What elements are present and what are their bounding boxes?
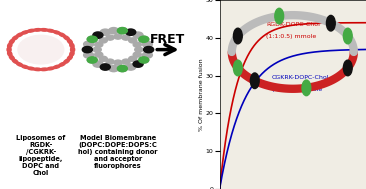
Ellipse shape bbox=[53, 65, 60, 68]
Circle shape bbox=[106, 59, 114, 64]
Circle shape bbox=[133, 61, 143, 67]
Circle shape bbox=[139, 36, 149, 42]
Circle shape bbox=[18, 35, 64, 64]
Text: (1:1:0.5) mmole: (1:1:0.5) mmole bbox=[266, 34, 316, 39]
Circle shape bbox=[133, 52, 141, 57]
Circle shape bbox=[99, 38, 107, 43]
Circle shape bbox=[100, 29, 110, 35]
Circle shape bbox=[83, 52, 94, 58]
Ellipse shape bbox=[16, 62, 23, 66]
Circle shape bbox=[87, 36, 97, 42]
Ellipse shape bbox=[47, 29, 55, 32]
Circle shape bbox=[302, 80, 311, 96]
Circle shape bbox=[117, 28, 127, 34]
Circle shape bbox=[126, 29, 136, 35]
Ellipse shape bbox=[59, 62, 66, 66]
Circle shape bbox=[93, 32, 103, 38]
Circle shape bbox=[114, 34, 122, 39]
Circle shape bbox=[133, 42, 141, 47]
Circle shape bbox=[139, 57, 149, 63]
Circle shape bbox=[343, 28, 352, 44]
Circle shape bbox=[234, 28, 242, 44]
Circle shape bbox=[343, 60, 352, 76]
Ellipse shape bbox=[70, 43, 74, 48]
Circle shape bbox=[87, 57, 97, 63]
Ellipse shape bbox=[12, 59, 18, 64]
Ellipse shape bbox=[47, 67, 55, 70]
Circle shape bbox=[128, 56, 137, 61]
Ellipse shape bbox=[71, 47, 75, 52]
Circle shape bbox=[114, 60, 122, 65]
Circle shape bbox=[95, 42, 103, 47]
Circle shape bbox=[100, 64, 110, 70]
Ellipse shape bbox=[12, 36, 18, 40]
Circle shape bbox=[139, 57, 149, 63]
Ellipse shape bbox=[67, 55, 72, 60]
Circle shape bbox=[142, 41, 152, 47]
Text: FRET: FRET bbox=[150, 33, 186, 46]
Ellipse shape bbox=[64, 59, 70, 64]
Ellipse shape bbox=[70, 51, 74, 56]
Ellipse shape bbox=[59, 33, 66, 37]
Circle shape bbox=[99, 56, 107, 61]
Ellipse shape bbox=[8, 43, 12, 48]
Circle shape bbox=[122, 35, 130, 40]
Circle shape bbox=[143, 46, 154, 53]
Circle shape bbox=[103, 40, 133, 59]
Ellipse shape bbox=[21, 65, 29, 68]
Text: CGKRK-DOPC-Chol: CGKRK-DOPC-Chol bbox=[272, 75, 329, 80]
Ellipse shape bbox=[34, 68, 41, 71]
Ellipse shape bbox=[10, 55, 14, 60]
Circle shape bbox=[93, 32, 103, 38]
Circle shape bbox=[100, 64, 110, 70]
Circle shape bbox=[250, 73, 259, 89]
Ellipse shape bbox=[27, 67, 35, 70]
Circle shape bbox=[87, 57, 97, 63]
Circle shape bbox=[135, 47, 143, 52]
Text: (1:1:0.5) mmole: (1:1:0.5) mmole bbox=[272, 87, 322, 92]
Circle shape bbox=[143, 46, 154, 53]
Circle shape bbox=[326, 15, 335, 31]
Circle shape bbox=[234, 60, 242, 76]
Text: Model Biomembrane
(DOPC:DOPE:DOPS:C
hol) containing donor
and acceptor
fluoropho: Model Biomembrane (DOPC:DOPE:DOPS:C hol)… bbox=[78, 135, 158, 169]
Ellipse shape bbox=[27, 29, 35, 32]
Ellipse shape bbox=[53, 31, 60, 34]
Ellipse shape bbox=[67, 39, 72, 44]
Text: RGDK-DOPC-Chol: RGDK-DOPC-Chol bbox=[266, 22, 320, 27]
Ellipse shape bbox=[40, 29, 48, 31]
Circle shape bbox=[275, 8, 284, 24]
Y-axis label: % Of membrane fusion: % Of membrane fusion bbox=[199, 58, 204, 131]
Ellipse shape bbox=[40, 68, 48, 71]
Circle shape bbox=[142, 52, 152, 58]
Text: Liposomes of
RGDK-
/CGKRK-
lipopeptide,
DOPC and
Chol: Liposomes of RGDK- /CGKRK- lipopeptide, … bbox=[16, 135, 66, 176]
Circle shape bbox=[93, 61, 103, 67]
Circle shape bbox=[126, 64, 136, 70]
Circle shape bbox=[95, 52, 103, 57]
Ellipse shape bbox=[34, 29, 41, 31]
Circle shape bbox=[133, 61, 143, 67]
Circle shape bbox=[109, 65, 119, 72]
Circle shape bbox=[126, 29, 136, 35]
Ellipse shape bbox=[10, 39, 14, 44]
Ellipse shape bbox=[8, 51, 12, 56]
Circle shape bbox=[117, 65, 127, 72]
Circle shape bbox=[109, 28, 119, 34]
Circle shape bbox=[82, 46, 92, 53]
Circle shape bbox=[93, 47, 101, 52]
Ellipse shape bbox=[64, 36, 70, 40]
Circle shape bbox=[117, 65, 127, 72]
Circle shape bbox=[82, 46, 92, 53]
Circle shape bbox=[83, 41, 94, 47]
Ellipse shape bbox=[16, 33, 23, 37]
Circle shape bbox=[128, 38, 137, 43]
Circle shape bbox=[117, 28, 127, 34]
Ellipse shape bbox=[7, 47, 11, 52]
Circle shape bbox=[122, 59, 130, 64]
Circle shape bbox=[139, 36, 149, 42]
Circle shape bbox=[87, 36, 97, 42]
Circle shape bbox=[133, 32, 143, 38]
Circle shape bbox=[106, 35, 114, 40]
Ellipse shape bbox=[21, 31, 29, 34]
